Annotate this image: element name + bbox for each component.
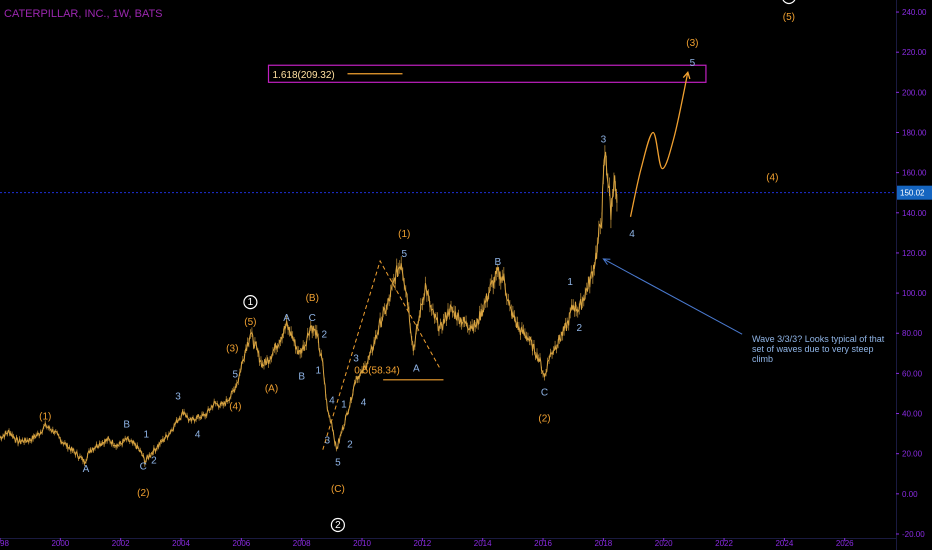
wave-label: (A) (265, 383, 278, 394)
x-tick-label: 2004 (172, 539, 190, 548)
y-tick-label: 140.00 (902, 209, 927, 218)
wave-label: 5 (690, 58, 696, 69)
wave-label: (C) (331, 484, 345, 495)
wave-label: (5) (244, 317, 256, 328)
wave-label: 4 (329, 396, 335, 407)
x-tick-label: 2014 (474, 539, 492, 548)
fibonacci-label: 1.618(209.32) (272, 70, 334, 81)
wave-label-circle (243, 295, 258, 310)
wave-label: (1) (398, 229, 410, 240)
wave-label: 1 (341, 400, 347, 411)
y-tick-label: 160.00 (902, 169, 927, 178)
wave-label: (4) (229, 402, 241, 413)
wave-label: 3 (325, 436, 331, 447)
y-tick-label: 240.00 (902, 8, 927, 17)
current-price-tag (897, 185, 932, 200)
wave-label: (B) (306, 293, 319, 304)
wave-label: C (541, 387, 548, 398)
wave-label: (2) (137, 488, 149, 499)
wave-label: 0.5(58.34) (354, 365, 400, 376)
annotation-line-1: Wave 3/3/3? Looks typical of that (752, 334, 885, 344)
y-tick-label: 40.00 (902, 410, 923, 419)
wave-label: 2 (347, 440, 353, 451)
wave-label: A (283, 313, 290, 324)
wave-label: 1 (567, 277, 573, 288)
wave-label: 4 (195, 430, 201, 441)
wave-label: 3 (175, 391, 181, 402)
pointer-arrow-line (603, 258, 743, 335)
wave-label: 5 (335, 458, 341, 469)
annotation-line-3: climb (752, 354, 773, 364)
wave-label: A (83, 464, 90, 475)
wave-label: (3) (226, 343, 238, 354)
y-tick-label: 220.00 (902, 48, 927, 57)
wave-label: 2 (576, 323, 582, 334)
x-tick-label: 2006 (232, 539, 250, 548)
wave-label: B (494, 257, 501, 268)
drawing-layer: 1.618(209.32) (0, 64, 896, 450)
wave-label: (2) (538, 414, 550, 425)
wave-label: (5) (783, 12, 795, 23)
wave-label: 5 (401, 249, 407, 260)
projection-arrow-head (682, 70, 691, 80)
wave-label: 5 (233, 369, 239, 380)
wave-label: 4 (629, 229, 635, 240)
wave-label: 2 (151, 456, 157, 467)
wave-label: (4) (766, 173, 778, 184)
x-tick-label: 2020 (655, 539, 673, 548)
x-tick-label: 2016 (534, 539, 552, 548)
wave-label: 1 (144, 430, 150, 441)
projection-path (629, 72, 689, 217)
x-tick-label: 2026 (836, 539, 854, 548)
annotation-line-2: set of waves due to very steep (752, 344, 874, 354)
wave-label: B (298, 371, 305, 382)
wave-label: A (413, 363, 420, 374)
wave-labels: (1)AB1C2(2)34(3)5(4)(5)1(A)AB(B)C21435(C… (39, 0, 796, 533)
wave-label: 2 (335, 520, 341, 531)
x-tick-label: 2018 (594, 539, 612, 548)
x-tick-label: 2000 (51, 539, 69, 548)
wave-label: B (123, 420, 130, 431)
x-tick-label: 2008 (293, 539, 311, 548)
y-tick-label: 120.00 (902, 249, 927, 258)
wave-label: 1 (315, 365, 321, 376)
wave-label: 4 (361, 398, 367, 409)
current-price-label: 150.02 (900, 189, 925, 198)
price-series (0, 145, 618, 467)
y-tick-label: 100.00 (902, 289, 927, 298)
wave-label: C (140, 462, 147, 473)
y-tick-label: 20.00 (902, 450, 923, 459)
x-tick-label: 2012 (413, 539, 431, 548)
wave-label: (1) (39, 412, 51, 423)
wave-label: 3 (601, 135, 607, 146)
wave-label-circle (782, 0, 796, 5)
wave-label: 2 (322, 329, 328, 340)
y-tick-label: -20.00 (902, 530, 925, 539)
wave-label: (3) (686, 38, 698, 49)
wave-label: 1 (248, 297, 254, 308)
x-tick-label: 2024 (775, 539, 793, 548)
x-tick-label: 2010 (353, 539, 371, 548)
y-tick-label: 180.00 (902, 128, 927, 137)
fibonacci-target-box (267, 64, 707, 83)
chart-title: CATERPILLAR, INC., 1W, BATS (4, 8, 163, 20)
y-tick-label: 200.00 (902, 88, 927, 97)
triangle-pattern (322, 259, 441, 450)
wave-label: C (309, 313, 316, 324)
x-tick-label: 2022 (715, 539, 733, 548)
wave-label-circle (330, 517, 345, 533)
x-tick-label: 2002 (112, 539, 130, 548)
x-tick-label: 1998 (0, 539, 9, 548)
pointer-arrow-head (602, 258, 611, 265)
wave-label: 3 (353, 353, 359, 364)
y-axis-panel (896, 0, 932, 550)
y-tick-label: 80.00 (902, 329, 923, 338)
y-tick-label: 0.00 (902, 490, 918, 499)
annotation-layer: Wave 3/3/3? Looks typical of that set of… (752, 334, 885, 364)
y-tick-label: 60.00 (902, 369, 923, 378)
